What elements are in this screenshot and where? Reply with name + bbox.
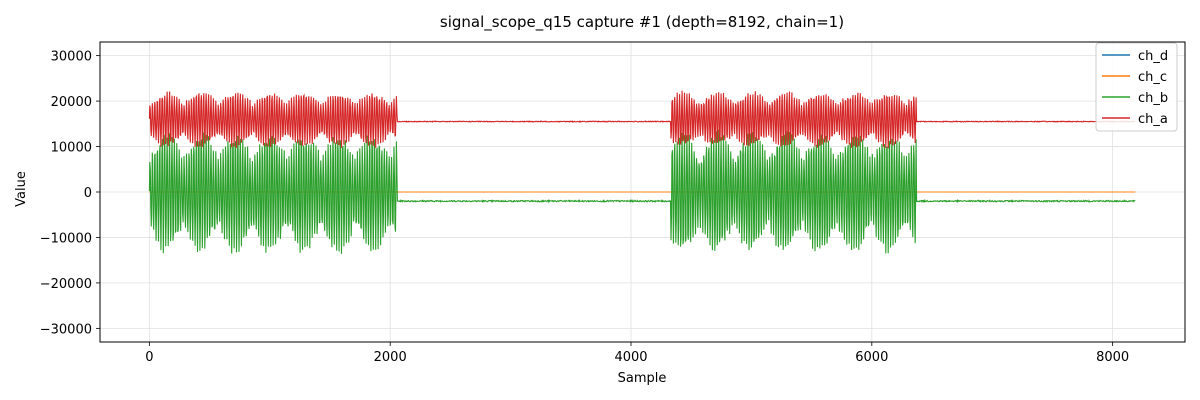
- legend-box: [1095, 42, 1178, 132]
- y-tick-label: 30000: [51, 50, 92, 65]
- chart-title: signal_scope_q15 capture #1 (depth=8192,…: [440, 13, 844, 32]
- y-tick-label: −10000: [40, 231, 92, 246]
- y-tick-label: 0: [84, 186, 92, 201]
- x-axis-label: Sample: [618, 371, 667, 386]
- x-tick-label: 2000: [374, 350, 407, 365]
- y-tick-label: −30000: [40, 322, 92, 337]
- y-tick-label: 10000: [51, 141, 92, 156]
- legend-label-ch_b: ch_b: [1138, 91, 1168, 106]
- legend[interactable]: ch_d ch_c ch_b ch_a: [1095, 42, 1178, 132]
- y-tick-label: −20000: [40, 277, 92, 292]
- y-axis-label: Value: [14, 171, 29, 207]
- legend-label-ch_a: ch_a: [1138, 112, 1168, 127]
- series-line-ch_b: [148, 129, 1136, 254]
- series-line-ch_a: [148, 90, 1136, 149]
- x-tick-label: 6000: [855, 350, 888, 365]
- x-tick-label: 4000: [614, 350, 647, 365]
- series-layer: [148, 90, 1136, 254]
- x-tick-label: 8000: [1096, 350, 1129, 365]
- y-tick-label: 20000: [51, 95, 92, 110]
- x-tick-label: 0: [145, 350, 153, 365]
- x-axis: 0 2000 4000 6000 8000: [145, 342, 1129, 365]
- y-axis: −30000 −20000 −10000 0 10000 20000 30000: [40, 50, 100, 337]
- legend-label-ch_c: ch_c: [1138, 70, 1167, 85]
- legend-label-ch_d: ch_d: [1138, 49, 1168, 64]
